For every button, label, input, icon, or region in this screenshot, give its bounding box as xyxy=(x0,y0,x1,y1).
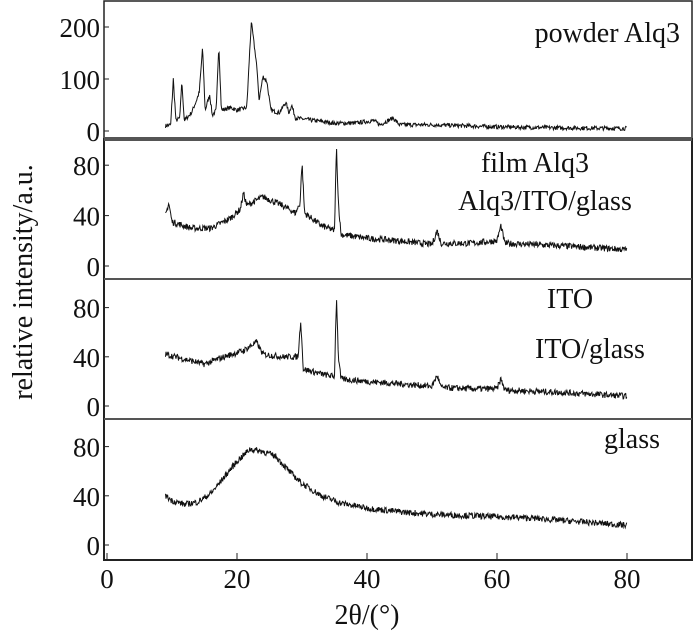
x-tick-label: 40 xyxy=(354,564,381,594)
panel-label: film Alq3 xyxy=(481,148,589,179)
panel-label: ITO/glass xyxy=(535,334,645,365)
x-tick-label: 60 xyxy=(484,564,511,594)
y-tick-label: 0 xyxy=(87,392,101,422)
y-tick-label: 80 xyxy=(73,151,100,181)
y-tick-label: 40 xyxy=(73,343,100,373)
y-tick-label: 200 xyxy=(60,13,101,43)
series-line-glass xyxy=(165,447,628,530)
series-line-powder-alq3 xyxy=(165,22,627,132)
y-tick-label: 40 xyxy=(73,202,100,232)
y-tick-label: 0 xyxy=(87,252,101,282)
series-line-film-alq3 xyxy=(165,148,628,253)
x-tick-label: 0 xyxy=(100,564,114,594)
series-line-ito xyxy=(165,300,628,400)
y-tick-label: 0 xyxy=(87,117,101,147)
x-tick-label: 80 xyxy=(614,564,641,594)
panel-label: ITO xyxy=(547,284,593,315)
y-tick-label: 80 xyxy=(73,294,100,324)
x-axis-label: 2θ/(°) xyxy=(334,600,399,631)
y-tick-label: 40 xyxy=(73,482,100,512)
panel-label: glass xyxy=(604,424,660,455)
panel-label: Alq3/ITO/glass xyxy=(458,186,632,217)
x-tick-label: 20 xyxy=(224,564,251,594)
panel-label: powder Alq3 xyxy=(535,18,680,49)
y-tick-label: 100 xyxy=(60,65,101,95)
y-axis-label: relative intensity/a.u. xyxy=(8,164,39,400)
y-tick-label: 0 xyxy=(87,531,101,561)
y-tick-label: 80 xyxy=(73,433,100,463)
